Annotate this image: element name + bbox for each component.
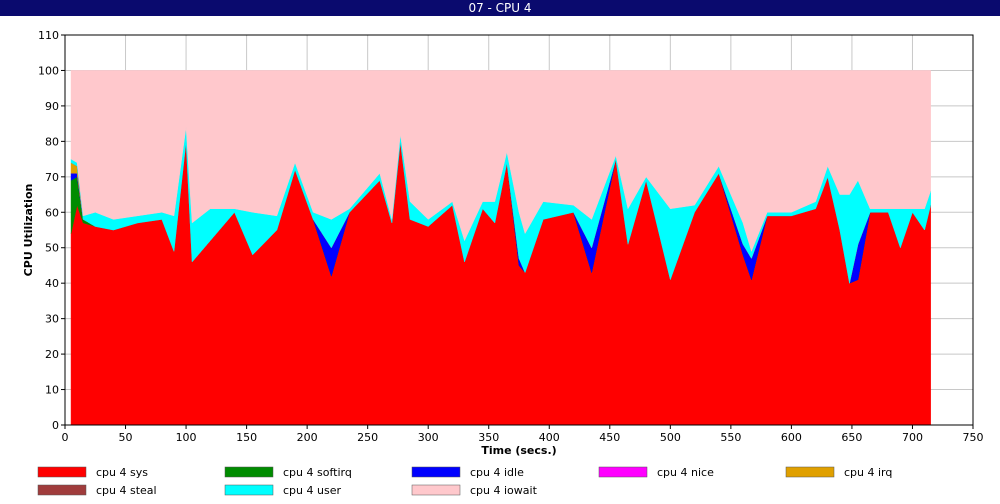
y-tick-label: 30 (45, 313, 59, 326)
x-tick-label: 0 (62, 431, 69, 444)
legend-label: cpu 4 irq (844, 466, 892, 479)
legend-item: cpu 4 irq (785, 466, 892, 479)
legend-item: cpu 4 steal (37, 484, 157, 497)
legend-item: cpu 4 idle (411, 466, 524, 479)
plot-frame (64, 34, 974, 426)
x-tick-label: 600 (781, 431, 802, 444)
window-title: 07 - CPU 4 (0, 0, 1000, 16)
y-tick-label: 20 (45, 348, 59, 361)
y-tick-label: 80 (45, 135, 59, 148)
x-tick-label: 300 (418, 431, 439, 444)
y-tick-label: 100 (38, 64, 59, 77)
legend-item: cpu 4 user (224, 484, 341, 497)
area (70, 70, 931, 253)
legend-label: cpu 4 user (283, 484, 341, 497)
x-tick-label: 200 (297, 431, 318, 444)
y-tick-label: 40 (45, 277, 59, 290)
x-tick-label: 700 (902, 431, 923, 444)
legend-swatch (224, 466, 274, 478)
x-tick-label: 650 (841, 431, 862, 444)
legend-label: cpu 4 softirq (283, 466, 352, 479)
x-tick-label: 550 (720, 431, 741, 444)
legend-item: cpu 4 softirq (224, 466, 352, 479)
legend-swatch (411, 466, 461, 478)
legend-item: cpu 4 nice (598, 466, 714, 479)
x-tick-label: 100 (176, 431, 197, 444)
y-tick-label: 0 (52, 419, 59, 432)
y-tick-label: 60 (45, 206, 59, 219)
y-axis-title: CPU Utilization (22, 184, 35, 277)
x-tick-label: 50 (119, 431, 133, 444)
legend-label: cpu 4 nice (657, 466, 714, 479)
y-tick-label: 70 (45, 171, 59, 184)
legend-label: cpu 4 iowait (470, 484, 538, 497)
legend-swatch (37, 466, 87, 478)
legend-swatch (224, 484, 274, 496)
x-tick-label: 250 (357, 431, 378, 444)
legend-item: cpu 4 iowait (411, 484, 538, 497)
x-axis-title: Time (secs.) (481, 444, 556, 457)
legend-swatch (598, 466, 648, 478)
legend-item: cpu 4 sys (37, 466, 148, 479)
legend-swatch (37, 484, 87, 496)
x-tick-label: 400 (539, 431, 560, 444)
x-tick-label: 750 (963, 431, 984, 444)
legend-swatch (411, 484, 461, 496)
legend-label: cpu 4 sys (96, 466, 148, 479)
x-tick-label: 150 (236, 431, 257, 444)
y-tick-label: 50 (45, 242, 59, 255)
y-tick-label: 10 (45, 384, 59, 397)
x-tick-label: 500 (660, 431, 681, 444)
legend-label: cpu 4 steal (96, 484, 157, 497)
legend-label: cpu 4 idle (470, 466, 524, 479)
legend-swatch (785, 466, 835, 478)
x-tick-label: 450 (599, 431, 620, 444)
y-tick-label: 90 (45, 100, 59, 113)
y-tick-label: 110 (38, 29, 59, 42)
x-tick-label: 350 (478, 431, 499, 444)
